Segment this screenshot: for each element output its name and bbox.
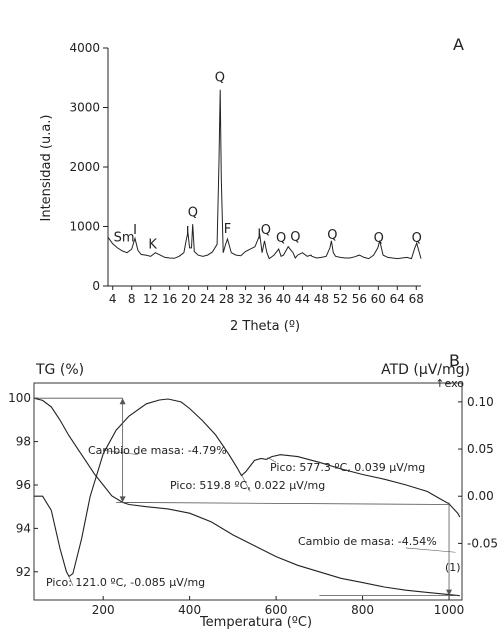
panel-a-label: A	[453, 35, 464, 54]
xrd-x-tick-label: 64	[390, 292, 405, 306]
xrd-x-tick-label: 36	[257, 292, 272, 306]
tg-y-tick-label: 92	[16, 565, 31, 579]
xrd-x-tick-label: 44	[295, 292, 310, 306]
xrd-peak-label: Q	[215, 70, 225, 85]
xrd-x-tick-label: 28	[219, 292, 234, 306]
thermal-x-tick-label: 600	[265, 603, 288, 617]
panel-b-frame	[33, 382, 463, 601]
xrd-peak-label: Q	[276, 231, 286, 246]
xrd-peak-label: K	[148, 238, 157, 253]
xrd-x-tick-label: 12	[143, 292, 158, 306]
xrd-y-tick-label: 1000	[69, 220, 100, 234]
arrowhead	[446, 589, 453, 596]
thermal-chart: 200 400 600 800 1000 92 94 96 98 100 -0.05 0.00 0.05…	[8, 391, 498, 617]
exo-label: ↑exo	[435, 377, 464, 390]
xrd-y-tick-label: 4000	[69, 41, 100, 55]
annotation-leader	[267, 457, 277, 463]
annotation-peak-577: Pico: 577.3 ºC, 0.039 µV/mg	[270, 461, 425, 474]
thermal-x-tick-label: 800	[351, 603, 374, 617]
xrd-peak-label: Q	[261, 223, 271, 238]
xrd-y-axis-label: Intensidad (u.a.)	[39, 114, 54, 221]
xrd-x-tick-label: 68	[409, 292, 424, 306]
panel-b-label: B	[449, 351, 460, 370]
annotation-leader	[405, 547, 456, 553]
xrd-x-axis-label: 2 Theta (º)	[230, 319, 300, 334]
xrd-y-tick-label: 0	[92, 279, 100, 293]
annotation-peak-121: Pico: 121.0 ºC, -0.085 µV/mg	[46, 576, 205, 589]
xrd-x-tick-label: 60	[371, 292, 386, 306]
xrd-peak-label: Q	[290, 230, 300, 245]
annotation-ref-1: (1)	[445, 561, 461, 574]
annotation-peak-519: Pico: 519.8 ºC, 0.022 µV/mg	[170, 479, 325, 492]
tg-axis-label: TG (%)	[35, 362, 84, 378]
atd-y-tick-label: -0.05	[467, 536, 498, 550]
xrd-x-tick-label: 32	[238, 292, 253, 306]
atd-curve	[34, 398, 461, 578]
tg-y-tick-label: 98	[16, 435, 31, 449]
xrd-y-tick-label: 3000	[69, 101, 100, 115]
annotation-mass-change-1: Cambio de masa: -4.79%	[88, 444, 227, 457]
xrd-pattern-line	[107, 89, 422, 260]
tg-step-line	[116, 501, 450, 505]
xrd-peak-label: Q	[327, 228, 337, 243]
thermal-x-tick-label: 1000	[434, 603, 465, 617]
xrd-peak-label: F	[224, 222, 231, 237]
xrd-x-tick-label: 24	[200, 292, 215, 306]
annotation-mass-change-2: Cambio de masa: -4.54%	[298, 535, 437, 548]
xrd-x-tick-label: 20	[181, 292, 196, 306]
xrd-peak-label: Q	[374, 231, 384, 246]
arrowhead	[119, 496, 126, 503]
atd-y-tick-label: 0.05	[467, 442, 494, 456]
tg-y-tick-label: 100	[8, 391, 31, 405]
tg-y-tick-label: 96	[16, 478, 31, 492]
xrd-x-tick-label: 4	[109, 292, 117, 306]
arrowhead	[119, 398, 126, 405]
tg-curve	[33, 397, 460, 597]
atd-y-tick-label: 0.00	[467, 489, 494, 503]
annotation-leader	[241, 475, 251, 492]
xrd-x-tick-label: 52	[333, 292, 348, 306]
xrd-x-tick-label: 40	[276, 292, 291, 306]
xrd-x-tick-label: 48	[314, 292, 329, 306]
xrd-x-tick-label: 16	[162, 292, 177, 306]
tg-y-tick-label: 94	[16, 521, 31, 535]
annotation-leader	[68, 576, 74, 586]
xrd-peak-label: I	[186, 225, 190, 240]
xrd-y-tick-label: 2000	[69, 160, 100, 174]
atd-y-tick-label: 0.10	[467, 395, 494, 409]
xrd-x-tick-label: 56	[352, 292, 367, 306]
xrd-peak-label: Q	[188, 205, 198, 220]
thermal-x-axis-label: Temperatura (ºC)	[199, 615, 312, 630]
thermal-x-tick-label: 200	[92, 603, 115, 617]
xrd-peak-label: Sm	[114, 230, 135, 245]
xrd-x-tick-label: 8	[128, 292, 136, 306]
annotation-leader	[103, 449, 138, 455]
xrd-peak-label: I	[133, 223, 137, 238]
thermal-x-tick-label: 400	[178, 603, 201, 617]
xrd-peak-label: I	[257, 227, 261, 242]
atd-axis-label: ATD (µV/mg)	[381, 362, 470, 378]
xrd-peak-label: Q	[412, 231, 422, 246]
